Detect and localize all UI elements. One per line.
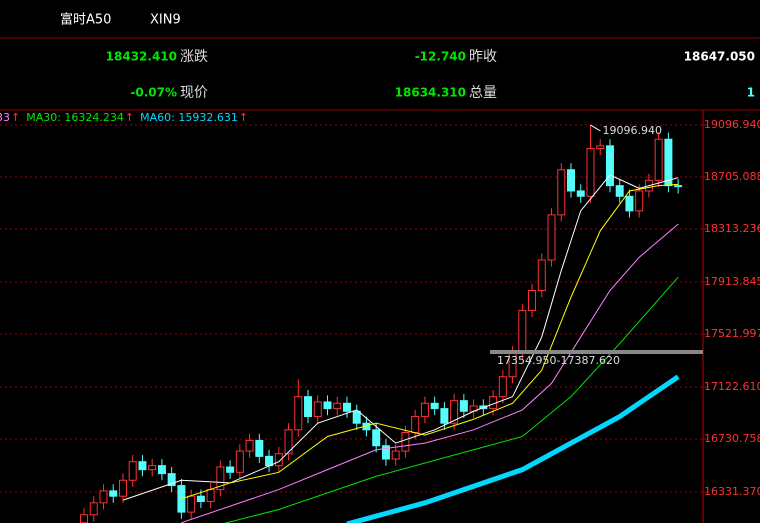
candle-body (381, 445, 390, 460)
candle-body (187, 495, 196, 513)
y-tick-label: 19096.940 (704, 118, 760, 131)
candle-body (206, 489, 215, 503)
candle-body (430, 402, 439, 410)
instrument-code: XIN9 (150, 13, 181, 28)
info-label: 总量 (469, 85, 497, 101)
candle-body (664, 138, 673, 187)
ma-line (181, 183, 679, 500)
y-tick-label: 17521.997 (704, 327, 760, 340)
candle-body (128, 461, 137, 481)
range-band (490, 350, 703, 354)
annotation: 17354.950-17387.620 (497, 354, 620, 367)
candle-body (99, 490, 108, 504)
candle-body (313, 401, 322, 418)
candle-body (138, 461, 147, 471)
candle-body (596, 145, 605, 149)
candle-body (586, 147, 595, 197)
candle-body (635, 190, 644, 212)
legend-arrow: ↑ (125, 111, 134, 124)
candle-body (450, 400, 459, 424)
legend-arrow: ↑ (11, 111, 20, 124)
candle-body (109, 490, 118, 497)
candle-body (440, 408, 449, 424)
candle-body (625, 195, 634, 212)
candle-body (157, 465, 166, 475)
candle-body (284, 429, 293, 455)
candle-body (235, 450, 244, 473)
candle-body (674, 185, 683, 188)
candle-body (304, 396, 313, 418)
candle-body (537, 259, 546, 291)
candle-body (528, 289, 537, 311)
info-label: 昨收 (469, 49, 497, 65)
candle-body (498, 376, 507, 398)
y-tick-label: 17122.610 (704, 380, 760, 393)
candle-body (459, 400, 468, 412)
y-tick-label: 18705.088 (704, 170, 760, 183)
candle-body (196, 495, 205, 503)
candle-body (265, 455, 274, 467)
info-value: -0.07% (130, 86, 177, 100)
ma-line (346, 374, 680, 523)
candle-body (80, 514, 88, 523)
info-value: 18647.050 (684, 50, 755, 64)
candle-body (294, 396, 303, 431)
candle-body (255, 439, 264, 457)
candle-body (420, 402, 429, 418)
info-label: 现价 (180, 85, 208, 101)
candle-body (216, 466, 225, 491)
info-value: -12.740 (415, 50, 466, 64)
y-tick-label: 16730.758 (704, 432, 760, 445)
info-value: 18432.410 (106, 50, 177, 64)
candle-body (576, 190, 585, 197)
annotation-line (590, 124, 601, 132)
candle-body (118, 479, 127, 497)
candle-body (411, 416, 420, 433)
candle-body (148, 465, 157, 471)
candle-body (167, 473, 176, 487)
candle-body (89, 502, 98, 516)
y-tick-label: 16331.370 (704, 485, 760, 498)
candle-body (333, 402, 342, 410)
candle-body (245, 439, 254, 452)
candle-body (557, 169, 566, 216)
instrument-name: 富时A50 (60, 12, 111, 28)
candle-body (615, 185, 624, 197)
candle-body (226, 466, 235, 473)
legend-entry: MA60: 15932.631 (140, 111, 238, 124)
y-tick-label: 17913.845 (704, 275, 760, 288)
candle-body (654, 138, 663, 181)
candle-body (567, 169, 575, 192)
info-label: 涨跌 (180, 49, 208, 65)
candle-body (401, 431, 410, 452)
ma-line (181, 223, 679, 523)
legend-entry: MA30: 16324.234 (26, 111, 124, 124)
ma-line (223, 276, 679, 523)
ma-line (122, 174, 679, 501)
info-value: 1 (747, 86, 755, 100)
candle-body (547, 214, 556, 261)
candle-body (352, 410, 361, 424)
candle-body (274, 453, 283, 467)
candle-body (372, 429, 381, 447)
candle-body (391, 450, 400, 460)
candle-body (342, 402, 351, 412)
info-value: 18634.310 (395, 86, 466, 100)
legend-arrow: ↑ (239, 111, 248, 124)
y-tick-label: 18313.236 (704, 222, 760, 235)
annotation: 19096.940 (602, 124, 662, 137)
candle-body (518, 309, 527, 354)
candle-body (323, 401, 332, 410)
legend-entry: 33 (0, 111, 10, 124)
candle-body (605, 145, 614, 187)
